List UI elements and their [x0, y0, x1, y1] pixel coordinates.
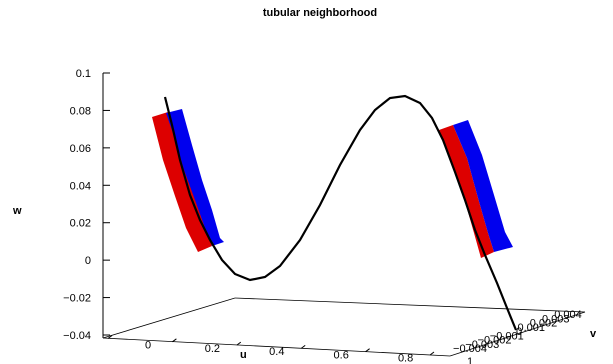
floor-edge-back: [234, 297, 586, 313]
left-band-blue: [166, 109, 224, 246]
u-tick-mark: [300, 344, 306, 349]
w-tick-label: 0: [85, 255, 91, 267]
u-axis-label: u: [240, 349, 247, 361]
series-group: [152, 94, 518, 331]
v-axis-label: v: [590, 328, 597, 340]
floor-edge-back-left: [102, 297, 236, 339]
u-tick-label: 0.4: [269, 346, 284, 358]
right-band-red: [439, 125, 494, 258]
v-tick-label: 0.003: [542, 313, 570, 325]
w-axis-ticks: 0.1 0.08 0.06 0.04 0.02 0 −0.02 −0.04: [63, 68, 110, 342]
v-tick-label: 0.001: [517, 322, 545, 334]
floor-edge-right: [449, 311, 586, 357]
v-axis-ticks: −0.004−0.003−0.002−0.00100.0010.0020.003…: [453, 309, 582, 355]
w-axis: 0.1 0.08 0.06 0.04 0.02 0 −0.02 −0.04 w: [12, 68, 110, 342]
w-tick-label: 0.04: [70, 180, 91, 192]
v-tick-label: 0.002: [530, 318, 558, 330]
center-curve: [163, 94, 518, 331]
floor-box: [102, 297, 586, 357]
v-tick-label: −0.001: [490, 330, 524, 342]
left-band-red: [152, 112, 212, 252]
w-tick-label: 0.1: [76, 68, 91, 80]
u-tick-mark: [107, 335, 113, 339]
w-tick-label: 0.06: [70, 143, 91, 155]
floor-edge-front: [102, 337, 451, 357]
u-tick-mark: [172, 338, 177, 343]
u-tick-label: 0.6: [334, 349, 349, 361]
v-tick-label: 0: [516, 326, 522, 338]
v-tick-label: −0.003: [465, 339, 499, 351]
w-tick-label: 0.02: [70, 218, 91, 230]
w-tick-label: 0.08: [70, 105, 91, 117]
v-tick-label: −0.004: [453, 343, 487, 355]
u-axis-ticks: 0 0.2 0.4 0.6 0.8 1: [107, 335, 473, 364]
v-tick-label: −0.002: [478, 335, 512, 347]
chart-title: tubular neighborhood: [263, 7, 377, 19]
w-tick-label: −0.04: [63, 330, 91, 342]
w-axis-label: w: [12, 205, 22, 217]
v-tick-label: 0.004: [554, 309, 582, 321]
w-tick-label: −0.02: [63, 293, 91, 305]
u-tick-label: 0.2: [205, 343, 220, 355]
u-tick-mark: [236, 341, 242, 346]
u-tick-mark: [429, 351, 435, 356]
u-tick-mark: [365, 348, 370, 353]
u-tick-label: 0.8: [398, 353, 413, 364]
right-band-blue: [453, 120, 513, 252]
u-tick-label: 1: [467, 356, 473, 364]
u-tick-label: 0: [145, 340, 151, 352]
